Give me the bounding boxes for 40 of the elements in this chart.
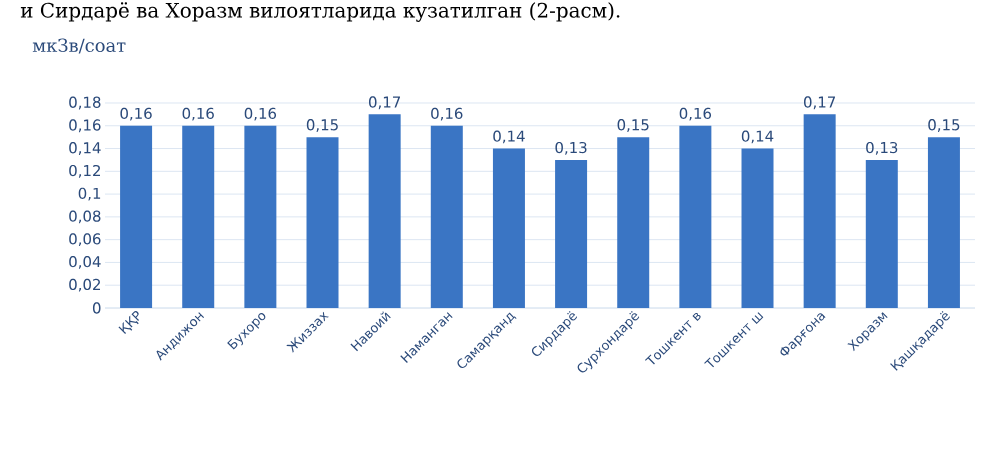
y-tick-label: 0,04	[69, 256, 101, 269]
y-tick-label: 0,16	[69, 119, 101, 133]
y-tick-label: 0,08	[69, 210, 101, 224]
y-tick-label: 0,12	[69, 164, 100, 178]
y-tick-label: 0,02	[69, 278, 100, 292]
y-tick-label: 0,1	[78, 187, 101, 201]
data-label: 0,14	[493, 130, 525, 144]
bar	[120, 125, 153, 308]
data-label: 0,16	[244, 107, 277, 121]
data-label: 0,15	[928, 119, 960, 132]
y-tick-label: 0,18	[69, 96, 101, 110]
bar	[182, 125, 215, 308]
y-axis-title: мкЗв/соат	[32, 38, 126, 54]
data-label: 0,16	[120, 107, 152, 121]
bar	[865, 159, 898, 308]
data-label: 0,15	[617, 119, 649, 132]
data-label: 0,16	[182, 107, 214, 121]
bar	[244, 125, 277, 308]
bar	[803, 114, 836, 308]
bar	[617, 137, 650, 308]
bar	[741, 148, 774, 308]
data-label: 0,17	[804, 96, 836, 110]
bar	[368, 114, 401, 308]
data-label: 0,16	[679, 107, 712, 121]
data-label: 0,16	[431, 107, 463, 121]
data-label: 0,14	[741, 130, 774, 144]
bar	[306, 137, 339, 308]
y-tick-label: 0,14	[69, 142, 101, 155]
bar	[927, 137, 960, 308]
data-label: 0,13	[866, 141, 898, 155]
bar	[492, 148, 525, 308]
text: и Сирдарё ва Хоразм вилоятларида кузатилган (2-расм).	[20, 2, 620, 22]
data-label: 0,17	[369, 96, 401, 110]
bar	[679, 125, 712, 308]
y-tick-label: 0	[92, 302, 101, 314]
data-label: 0,15	[306, 119, 338, 132]
bar	[430, 125, 463, 308]
data-label: 0,13	[555, 141, 587, 155]
y-tick-label: 0,06	[69, 233, 101, 247]
bar	[555, 159, 588, 308]
